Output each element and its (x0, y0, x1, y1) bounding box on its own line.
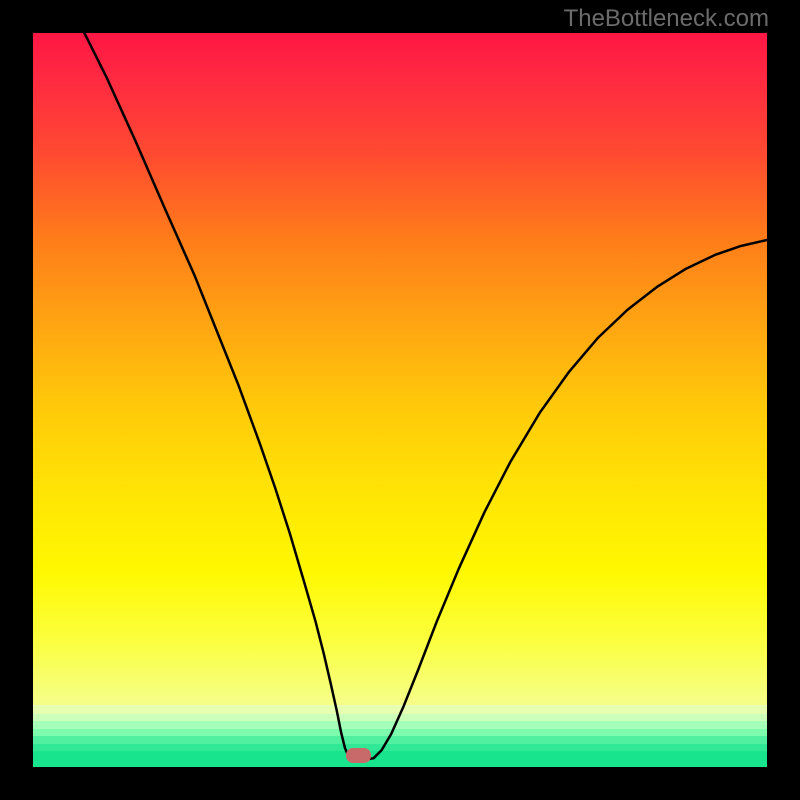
color-band (33, 721, 767, 728)
color-band (33, 736, 767, 743)
color-band (33, 705, 767, 715)
plot-area (33, 33, 767, 767)
color-band (33, 744, 767, 751)
chart-frame: TheBottleneck.com (0, 0, 800, 800)
color-band (33, 751, 767, 767)
color-band (33, 714, 767, 721)
color-band (33, 729, 767, 736)
watermark-text: TheBottleneck.com (564, 5, 769, 33)
heat-gradient (33, 33, 767, 705)
minimum-marker (346, 748, 371, 763)
